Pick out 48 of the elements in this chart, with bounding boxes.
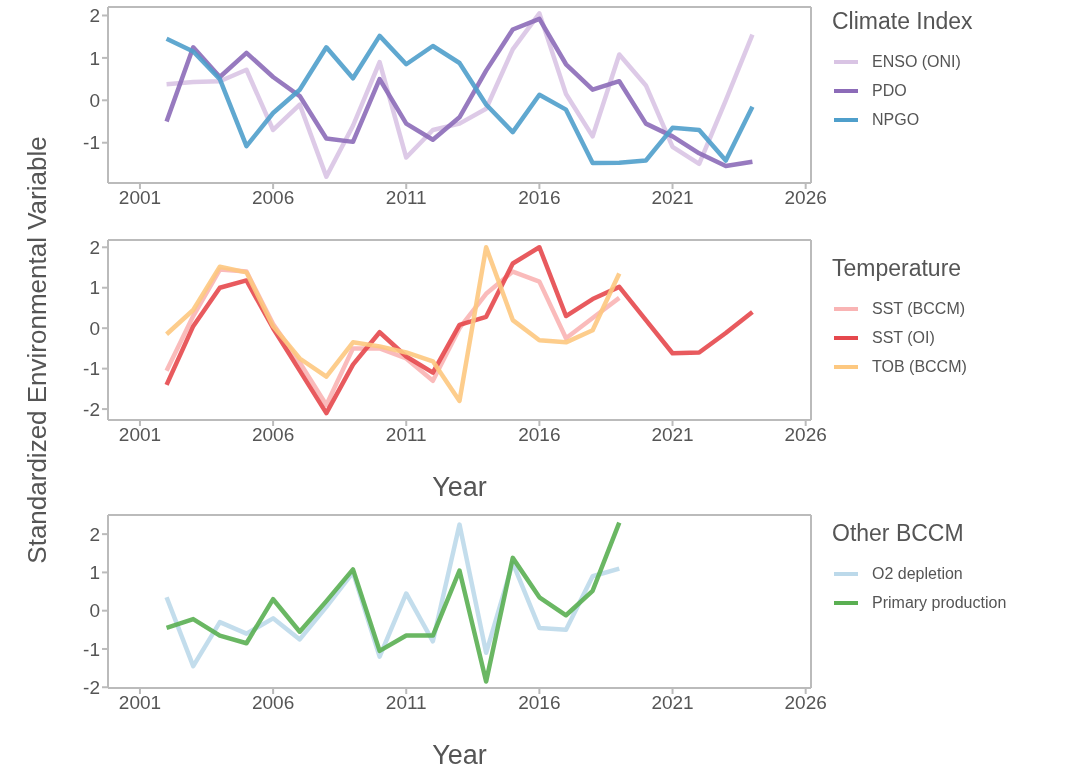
x-tick-label: 2021 [651, 424, 694, 446]
legend-label: SST (OI) [872, 328, 935, 347]
legend-title: Other BCCM [832, 520, 965, 547]
y-tick-label: 1 [89, 277, 100, 299]
x-tick-label: 2016 [518, 187, 561, 209]
legend-title: Temperature [832, 255, 963, 282]
y-axis-title: Standardized Environmental Variable [21, 135, 53, 566]
x-axis-title: Year [432, 472, 487, 502]
y-tick-label: 0 [89, 90, 100, 112]
legend-label: SST (BCCM) [872, 299, 966, 318]
legend-label: Primary production [872, 593, 1007, 612]
x-tick-label: 2026 [784, 424, 827, 446]
legend-title: Climate Index [832, 8, 974, 35]
legend-label: NPGO [872, 110, 920, 129]
x-axis-title: Year [432, 740, 487, 768]
x-tick-label: 2016 [518, 692, 561, 714]
y-tick-label: 1 [89, 562, 100, 584]
x-tick-label: 2001 [118, 692, 162, 714]
x-tick-label: 2026 [784, 692, 827, 714]
x-tick-label: 2016 [518, 424, 561, 446]
y-tick-label: 2 [89, 237, 100, 259]
x-tick-label: 2011 [385, 424, 427, 446]
x-tick-label: 2006 [251, 692, 295, 714]
x-tick-label: 2011 [385, 187, 427, 209]
y-tick-label: -2 [83, 676, 100, 698]
legend-label: O2 depletion [872, 564, 963, 583]
y-tick-label: -1 [83, 132, 100, 154]
x-tick-label: 2001 [118, 187, 162, 209]
line-series [164, 245, 755, 416]
x-tick-label: 2021 [651, 692, 694, 714]
x-tick-label: 2006 [251, 187, 295, 209]
y-tick-label: 1 [89, 47, 100, 69]
y-tick-label: -1 [83, 358, 100, 380]
y-tick-label: 0 [89, 317, 100, 339]
x-tick-label: 2001 [118, 424, 162, 446]
y-tick-label: -2 [83, 398, 100, 420]
legend-label: ENSO (ONI) [872, 52, 961, 71]
line-series [164, 245, 622, 404]
y-tick-label: 2 [89, 5, 100, 27]
x-tick-label: 2026 [784, 187, 827, 209]
legend-label: TOB (BCCM) [872, 357, 967, 376]
y-tick-label: 2 [89, 523, 100, 545]
x-tick-label: 2011 [385, 692, 427, 714]
y-tick-label: -1 [83, 638, 100, 660]
y-tick-label: 0 [89, 600, 100, 622]
x-tick-label: 2006 [251, 424, 295, 446]
x-tick-label: 2021 [651, 187, 694, 209]
legend-label: PDO [872, 81, 907, 100]
